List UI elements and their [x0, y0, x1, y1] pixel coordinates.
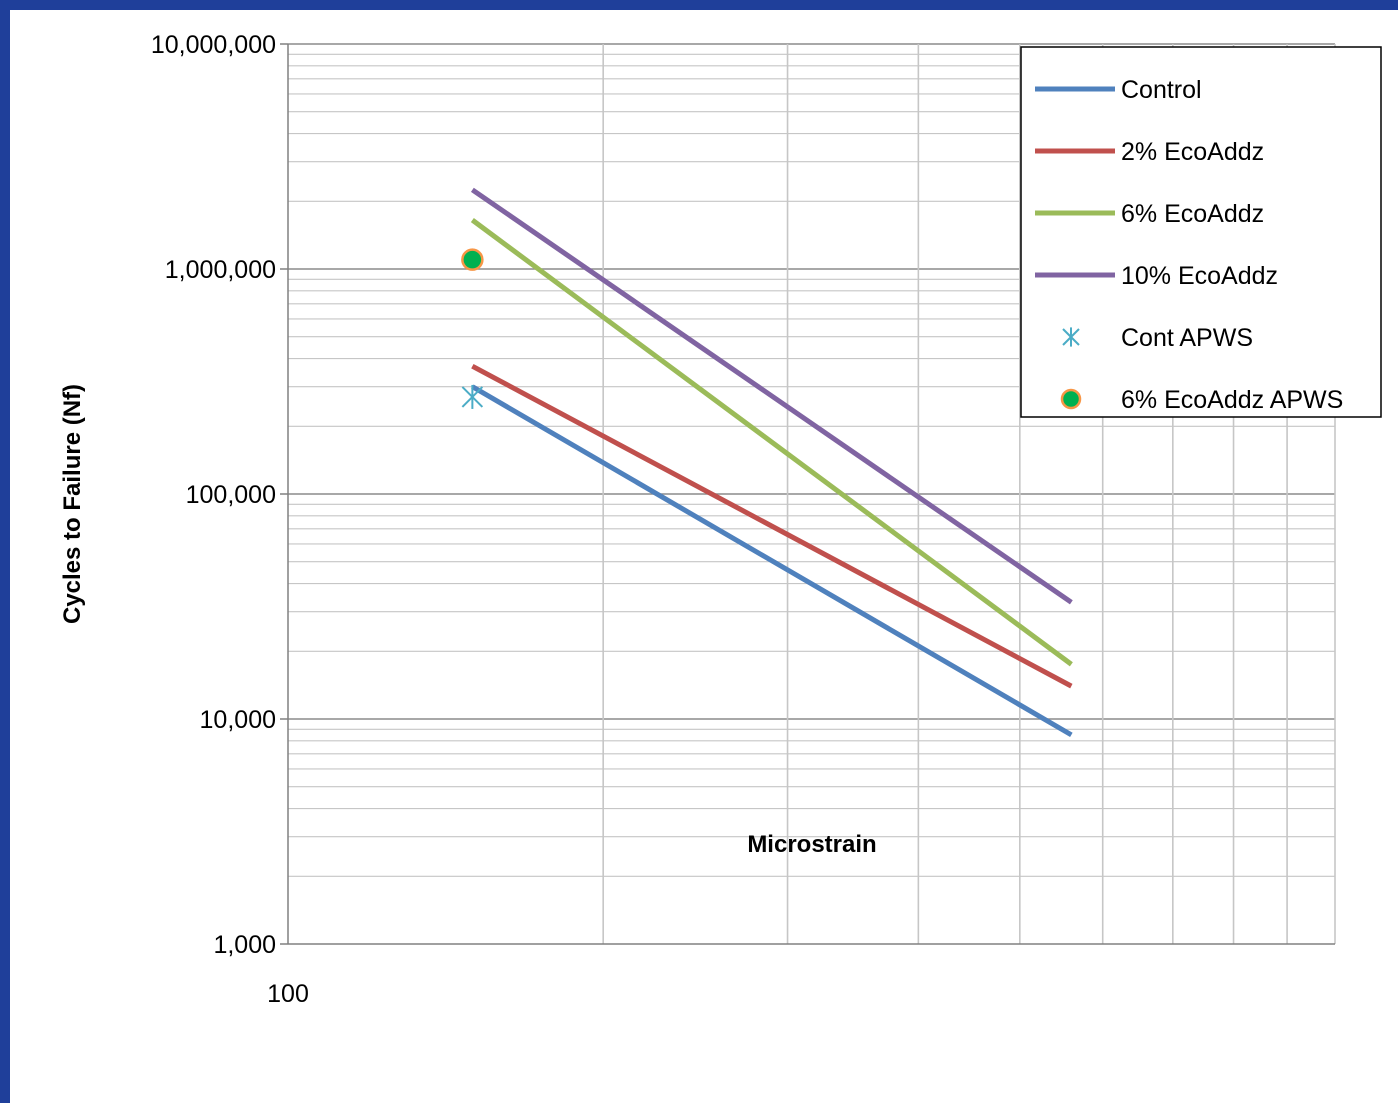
y-axis-title: Cycles to Failure (Nf) [59, 384, 86, 624]
y-tick-label: 100,000 [186, 481, 276, 509]
legend-label: Cont APWS [1121, 324, 1253, 352]
series-line-control [471, 384, 1073, 738]
x-axis-title: Microstrain [747, 831, 876, 858]
legend-box [1020, 46, 1382, 418]
plot-series [461, 187, 1073, 738]
legend-swatch [1062, 327, 1080, 347]
legend-item-6-ecoaddz-apws: 6% EcoAddz APWS [1060, 386, 1343, 414]
legend-item-control: Control [1035, 76, 1202, 104]
legend-item-6-ecoaddz: 6% EcoAddz [1035, 200, 1264, 228]
legend-swatch [1060, 388, 1082, 410]
series-marker-6-ecoaddz-apws [461, 248, 484, 271]
y-tick-label: 1,000,000 [165, 256, 276, 284]
y-tick-label: 10,000 [200, 706, 276, 734]
legend-item-10-ecoaddz: 10% EcoAddz [1035, 262, 1278, 290]
y-tick-label: 1,000 [213, 931, 276, 959]
legend-label: 6% EcoAddz APWS [1121, 386, 1343, 414]
series-line-10-ecoaddz [470, 187, 1073, 605]
x-tick-label: 100 [267, 980, 309, 1008]
series-marker-cont-apws [461, 384, 484, 409]
tick-labels: 1,000 10,000 100,000 1,000,000 10,000,000 100 [151, 31, 309, 1008]
legend-item-cont-apws: Cont APWS [1062, 324, 1253, 352]
legend-item-2-ecoaddz: 2% EcoAddz [1035, 138, 1264, 166]
legend-label: 6% EcoAddz [1121, 200, 1264, 228]
series-line-6-ecoaddz [470, 218, 1073, 667]
legend-label: Control [1121, 76, 1202, 104]
legend-label: 10% EcoAddz [1121, 262, 1278, 290]
chart-svg: 1,000 10,000 100,000 1,000,000 10,000,000 100… [59, 31, 1382, 1008]
chart-frame: 1,000 10,000 100,000 1,000,000 10,000,000 100… [10, 10, 1398, 1103]
series-line-2-ecoaddz [471, 363, 1073, 689]
axes [280, 43, 1335, 945]
y-tick-label: 10,000,000 [151, 31, 276, 59]
legend: Control 2% EcoAddz 6% EcoAddz 10% EcoAddz Co… [1020, 46, 1382, 418]
legend-label: 2% EcoAddz [1121, 138, 1264, 166]
